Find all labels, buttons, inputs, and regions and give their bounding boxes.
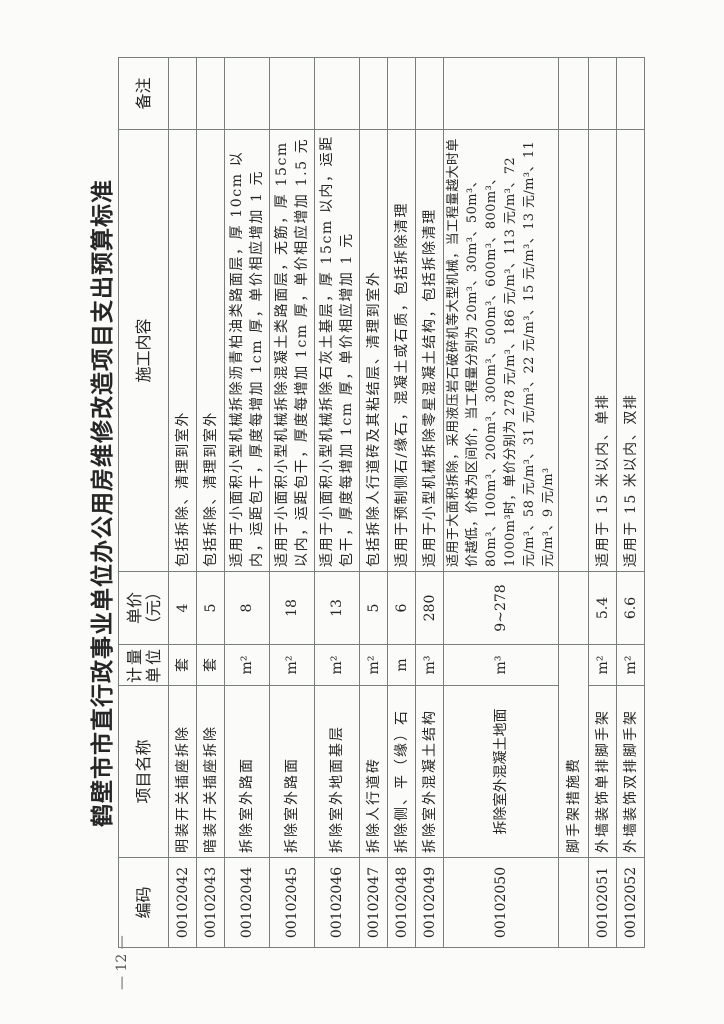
cell-unit: m² [269,644,315,686]
cell-name: 拆除室外路面 [269,685,315,858]
table-row: 00102046 拆除室外地面基层 m² 13 适用于小面积小型机械拆除石灰土基层，厚 … [314,57,360,948]
cell-content: 适用于 15 米以内、单排 [588,129,617,572]
section-content [558,129,589,572]
table-row: 00102042 明装开关插座拆除套 4 包括拆除、清理到室外 [168,57,197,948]
cell-remark [443,57,559,130]
cell-unit: m² [224,644,270,686]
section-code [558,857,589,948]
cell-name: 拆除室外地面基层 [314,685,360,858]
cell-code: 00102043 [196,857,225,948]
cell-content: 适用于小型机械拆除零星混凝土结构，包括拆除清理 [415,129,444,572]
cell-content: 适用于小面积小型机械拆除混凝土类路面层，无筋，厚 15cm 以内，运距包干，厚度… [269,129,315,572]
header-content: 施工内容 [118,129,169,572]
cell-code: 00102045 [269,857,315,948]
cell-content: 包括拆除、清理到室外 [168,129,197,572]
cell-remark [224,57,270,130]
cell-name: 拆除侧、平（缘）石 [387,685,416,858]
cell-remark [196,57,225,130]
table-row: 00102048 拆除侧、平（缘）石 m 6 适用于预制侧石/缘石，混凝土或石质，包括拆… [387,57,416,948]
cell-price: 8 [224,571,270,645]
table-row: 00102049 拆除室外混凝土结构 m³ 280 适用于小型机械拆除零星混凝土结构，包… [415,57,444,948]
cell-remark [359,57,388,130]
cell-name: 拆除室外混凝土地面 [443,685,559,858]
cell-remark [387,57,416,130]
header-name: 项目名称 [118,685,169,858]
cell-unit: m² [616,644,645,686]
cell-content: 适用于 15 米以内、双排 [616,129,645,572]
table-header-row: 编码 项目名称 计量单位 单价（元） 施工内容 备注 [118,57,169,948]
header-price: 单价（元） [118,571,169,645]
cell-price: 5 [196,571,225,645]
cell-name: 外墙装饰双排脚手架 [616,685,645,858]
cell-code: 00102046 [314,857,360,948]
table-row: 00102043 暗装开关插座拆除套 5 包括拆除、清理到室外 [196,57,225,948]
page-number: — 12 — [114,935,130,990]
cell-unit: m [387,644,416,686]
cell-content: 适用于小面积小型机械拆除沥青柏油类路面层，厚 10cm 以内，运距包干，厚度每增… [224,129,270,572]
cell-name: 拆除人行道砖 [359,685,388,858]
section-name: 脚手架措施费 [558,644,589,858]
cell-price: 4 [168,571,197,645]
section-row: 脚手架措施费 [558,57,589,948]
cell-unit: m² [314,644,360,686]
table-row: 00102052 外墙装饰双排脚手架 m² 6.6 适用于 15 米以内、双排 [616,57,645,948]
cell-remark [616,57,645,130]
cell-name: 明装开关插座拆除 [168,685,197,858]
cell-remark [314,57,360,130]
cell-remark [415,57,444,130]
header-remark: 备注 [118,57,169,130]
table-row: 00102044 拆除室外路面 m² 8 适用于小面积小型机械拆除沥青柏油类路面层，厚 … [224,57,270,948]
document-title: 鹤壁市市直行政事业单位办公用房维修改造项目支出预算标准 [89,179,116,827]
cell-price: 280 [415,571,444,645]
budget-standard-table: 编码 项目名称 计量单位 单价（元） 施工内容 备注 00102042 明装开关插… [118,57,645,948]
cell-content: 包括拆除人行道砖及其粘结层、清理到室外 [359,129,388,572]
table-row: 00102050 拆除室外混凝土地面 m³ 9~278 适用于大面积拆除，采用液压岩石破… [443,57,559,948]
cell-content: 适用于大面积拆除，采用液压岩石破碎机等大型机械，当工程量越大时单价越低，价格为区… [443,129,559,572]
cell-code: 00102044 [224,857,270,948]
cell-code: 00102049 [415,857,444,948]
cell-price: 18 [269,571,315,645]
cell-content: 适用于小面积小型机械拆除石灰土基层，厚 15cm 以内，运距包干，厚度每增加 1… [314,129,360,572]
cell-price: 6.6 [616,571,645,645]
cell-code: 00102052 [616,857,645,948]
cell-remark [168,57,197,130]
table-row: 00102045 拆除室外路面 m² 18 适用于小面积小型机械拆除混凝土类路面层，无筋… [269,57,315,948]
header-code: 编码 [118,857,169,948]
cell-content: 包括拆除、清理到室外 [196,129,225,572]
rotated-page: — 12 — 鹤壁市市直行政事业单位办公用房维修改造项目支出预算标准 编码 项目… [80,50,645,990]
cell-code: 00102042 [168,857,197,948]
cell-unit: 套 [168,644,197,686]
cell-code: 00102047 [359,857,388,948]
cell-price: 13 [314,571,360,645]
table-row: 00102051 外墙装饰单排脚手架 m² 5.4 适用于 15 米以内、单排 [588,57,617,948]
cell-remark [588,57,617,130]
cell-price: 6 [387,571,416,645]
cell-unit: 套 [196,644,225,686]
cell-remark [269,57,315,130]
cell-name: 暗装开关插座拆除 [196,685,225,858]
cell-price: 5.4 [588,571,617,645]
table-row: 00102047 拆除人行道砖 m² 5 包括拆除人行道砖及其粘结层、清理到室外 [359,57,388,948]
cell-name: 拆除室外路面 [224,685,270,858]
cell-name: 外墙装饰单排脚手架 [588,685,617,858]
cell-unit: m² [359,644,388,686]
cell-code: 00102050 [443,857,559,948]
cell-unit: m² [588,644,617,686]
cell-unit: m³ [443,644,559,686]
cell-code: 00102048 [387,857,416,948]
cell-unit: m³ [415,644,444,686]
cell-price: 9~278 [443,571,559,645]
header-unit: 计量单位 [118,644,169,686]
section-price [558,571,589,645]
section-remark [558,57,589,130]
cell-code: 00102051 [588,857,617,948]
cell-price: 5 [359,571,388,645]
cell-content: 适用于预制侧石/缘石，混凝土或石质，包括拆除清理 [387,129,416,572]
cell-name: 拆除室外混凝土结构 [415,685,444,858]
